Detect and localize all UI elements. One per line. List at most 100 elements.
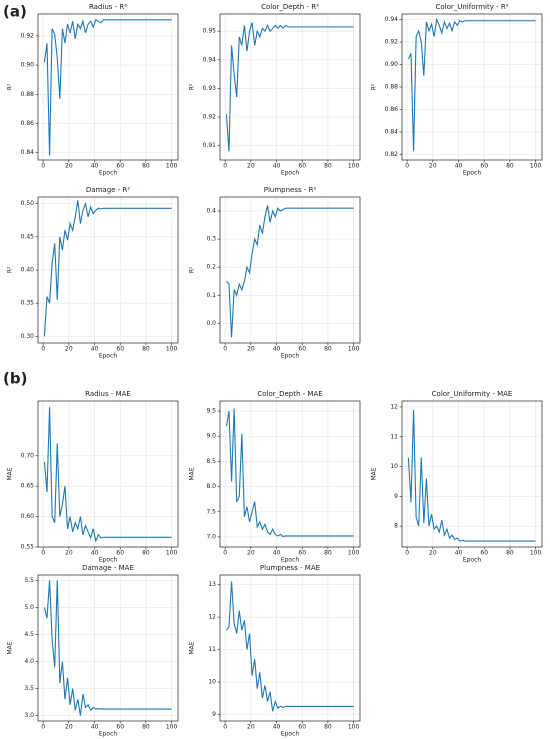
- subplot-title: Radius - R²: [89, 3, 127, 11]
- x-tick-label: 20: [65, 724, 73, 731]
- y-axis-label: MAE: [7, 641, 14, 654]
- y-tick-label: 0.86: [385, 106, 399, 113]
- y-axis-label: R²: [371, 83, 378, 90]
- x-tick-label: 20: [247, 163, 255, 170]
- y-axis-label: R²: [189, 83, 196, 90]
- y-tick-label: 12: [208, 614, 216, 621]
- x-tick-label: 60: [298, 724, 306, 731]
- y-tick-label: 0.30: [21, 333, 35, 340]
- x-tick-label: 100: [348, 550, 360, 557]
- x-tick-label: 40: [273, 724, 281, 731]
- y-axis-label: MAE: [189, 467, 196, 480]
- x-tick-label: 0: [41, 346, 45, 353]
- data-line: [407, 409, 536, 542]
- x-axis-label: Epoch: [281, 170, 300, 177]
- x-tick-label: 20: [65, 163, 73, 170]
- x-tick-label: 20: [247, 550, 255, 557]
- subplot: Color_Uniformity - MAE 0 20 40 60 80 100 8 9 10 11…: [371, 390, 543, 564]
- x-tick-label: 80: [324, 346, 332, 353]
- y-tick-label: 4.0: [24, 658, 34, 665]
- x-tick-label: 80: [324, 163, 332, 170]
- data-line: [225, 581, 354, 712]
- subplot-title: Plumpness - MAE: [260, 564, 320, 572]
- x-tick-label: 20: [65, 346, 73, 353]
- axes-frame: [401, 400, 543, 548]
- y-axis-label: R²: [7, 266, 14, 273]
- subplot: Damage - MAE 0 20 40 60 80 100 3.0 3.5 4.0 4.5 5.0 5…: [7, 564, 179, 738]
- y-tick-label: 0.90: [21, 62, 35, 69]
- subplot: Color_Depth - MAE 0 20 40 60 80 100 7.0 7.5 8.0 8.…: [189, 390, 361, 564]
- x-axis-label: Epoch: [281, 557, 300, 564]
- y-tick-label: 3.5: [24, 685, 34, 692]
- x-axis-label: Epoch: [463, 557, 482, 564]
- panel-label: (b): [3, 370, 27, 388]
- y-tick-label: 9.5: [206, 408, 216, 415]
- subplot-title: Color_Uniformity - MAE: [432, 390, 513, 398]
- x-tick-label: 20: [65, 550, 73, 557]
- y-tick-label: 0.91: [203, 142, 217, 149]
- x-tick-label: 80: [142, 346, 150, 353]
- x-tick-label: 20: [429, 163, 437, 170]
- y-tick-label: 0.3: [206, 236, 216, 243]
- x-tick-label: 100: [348, 163, 360, 170]
- y-tick-label: 0.40: [21, 267, 35, 274]
- axes-frame: [401, 13, 543, 161]
- y-tick-label: 0.94: [203, 56, 217, 63]
- data-line: [43, 200, 172, 337]
- x-tick-label: 40: [273, 346, 281, 353]
- x-tick-label: 40: [455, 163, 463, 170]
- x-tick-label: 60: [116, 346, 124, 353]
- subplot: Plumpness - MAE 0 20 40 60 80 100 9 10 11 12 13 Epoc…: [189, 564, 361, 738]
- x-tick-label: 60: [116, 550, 124, 557]
- y-tick-label: 0.92: [385, 39, 399, 46]
- subplot-title: Color_Depth - MAE: [257, 390, 322, 398]
- axes-frame: [219, 196, 361, 344]
- y-tick-label: 0.84: [21, 149, 35, 156]
- y-tick-label: 0.55: [21, 544, 35, 551]
- x-tick-label: 0: [41, 724, 45, 731]
- x-tick-label: 40: [91, 346, 99, 353]
- x-tick-label: 100: [530, 550, 542, 557]
- data-line: [226, 205, 354, 338]
- subplot: Damage - R² 0 20 40 60 80 100 0.30 0.35 0.40 0.45 0…: [7, 186, 179, 360]
- y-tick-label: 0.86: [21, 120, 35, 127]
- x-tick-label: 60: [116, 163, 124, 170]
- y-tick-label: 0.2: [206, 264, 216, 271]
- y-tick-label: 11: [390, 433, 398, 440]
- y-tick-label: 0.45: [21, 233, 35, 240]
- y-tick-label: 8: [394, 523, 398, 530]
- y-tick-label: 0.4: [206, 208, 216, 215]
- y-tick-label: 5.5: [24, 577, 34, 584]
- y-tick-label: 9: [394, 493, 398, 500]
- y-tick-label: 0.84: [385, 128, 399, 135]
- y-tick-label: 12: [390, 403, 398, 410]
- x-axis-label: Epoch: [281, 731, 300, 738]
- axes-frame: [219, 13, 361, 161]
- x-tick-label: 0: [41, 163, 45, 170]
- axes-frame: [37, 400, 179, 548]
- y-tick-label: 11: [208, 646, 216, 653]
- y-tick-label: 5.0: [24, 604, 34, 611]
- x-tick-label: 40: [273, 163, 281, 170]
- x-axis-label: Epoch: [99, 557, 118, 564]
- data-line: [43, 19, 172, 156]
- x-tick-label: 0: [223, 550, 227, 557]
- y-tick-label: 10: [208, 679, 216, 686]
- y-axis-label: MAE: [371, 467, 378, 480]
- y-tick-label: 0.90: [385, 61, 399, 68]
- y-tick-label: 0.70: [21, 452, 35, 459]
- y-axis-label: R²: [7, 83, 14, 90]
- y-tick-label: 0.94: [385, 16, 399, 23]
- x-tick-label: 0: [223, 163, 227, 170]
- y-tick-label: 0.93: [203, 85, 217, 92]
- data-line: [225, 408, 354, 538]
- subplot-title: Damage - MAE: [82, 564, 134, 572]
- axes-frame: [37, 13, 179, 161]
- data-line: [43, 580, 172, 716]
- y-tick-label: 0.35: [21, 300, 35, 307]
- x-tick-label: 80: [142, 163, 150, 170]
- x-tick-label: 40: [273, 550, 281, 557]
- y-axis-label: MAE: [7, 467, 14, 480]
- subplot-title: Damage - R²: [86, 186, 130, 194]
